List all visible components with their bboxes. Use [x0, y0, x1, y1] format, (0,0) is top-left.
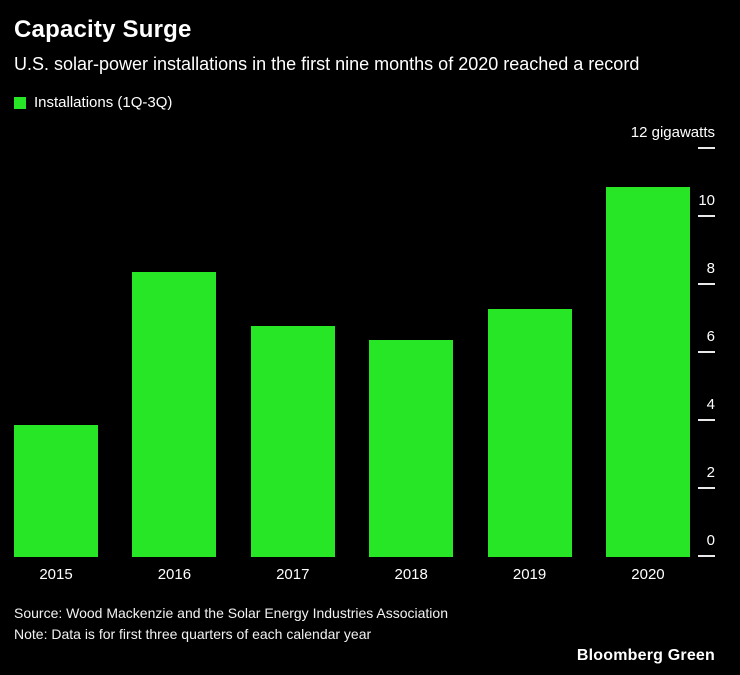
footer: Source: Wood Mackenzie and the Solar Ene…: [14, 603, 715, 645]
bar-2019: [487, 309, 572, 558]
x-tick-label: 2019: [512, 566, 547, 584]
y-tick-label: 8: [706, 260, 715, 278]
y-tick-label: 10: [698, 192, 715, 210]
y-tick-dash: [698, 283, 715, 286]
x-axis-labels: 2015 2016 2017 2018 2019 2020: [14, 563, 690, 587]
y-tick-label: 2: [706, 464, 715, 482]
y-tick: 0: [698, 532, 715, 558]
y-tick-dash: [698, 487, 715, 490]
bloomberg-green-logo: Bloomberg Green: [576, 647, 715, 664]
y-tick-label: 4: [706, 396, 715, 414]
y-tick-dash: [698, 215, 715, 218]
x-tick-label: 2018: [394, 566, 428, 584]
bars: [14, 149, 690, 558]
bar-2018: [369, 339, 454, 558]
legend-swatch-icon: [14, 96, 26, 109]
y-tick: 10: [698, 192, 715, 218]
bar-2016: [132, 271, 217, 558]
y-tick-label: 6: [706, 328, 715, 346]
y-tick: 8: [698, 260, 715, 286]
x-tick-label: 2017: [276, 566, 310, 584]
y-tick-dash: [698, 147, 715, 150]
data-note: Note: Data is for first three quarters o…: [14, 626, 372, 643]
x-tick-label: 2016: [157, 566, 192, 584]
bar-2015: [14, 424, 98, 558]
y-tick-dash: [698, 555, 715, 558]
y-tick: 12 gigawatts: [630, 124, 715, 150]
y-tick-label: 12 gigawatts: [630, 124, 715, 142]
y-tick: 6: [698, 328, 715, 354]
chart-subtitle: U.S. solar-power installations in the fi…: [14, 54, 640, 74]
y-tick-dash: [698, 419, 715, 422]
source-note: Source: Wood Mackenzie and the Solar Ene…: [14, 605, 448, 622]
x-tick-label: 2015: [39, 566, 73, 584]
chart-title: Capacity Surge: [14, 16, 192, 43]
y-tick: 4: [698, 396, 715, 422]
x-tick-label: 2020: [631, 566, 665, 584]
legend: Installations (1Q-3Q): [14, 94, 715, 111]
bar-2017: [250, 326, 335, 558]
bar-chart: 12 gigawatts 10 8 6 4 2 0 2015 2016 2017 2018 2019…: [14, 117, 715, 587]
y-tick-dash: [698, 351, 715, 354]
legend-label: Installations (1Q-3Q): [34, 94, 173, 112]
y-tick-label: 0: [706, 532, 715, 550]
y-tick: 2: [698, 464, 715, 490]
plot-area: [14, 149, 690, 558]
bar-2020: [605, 186, 690, 558]
